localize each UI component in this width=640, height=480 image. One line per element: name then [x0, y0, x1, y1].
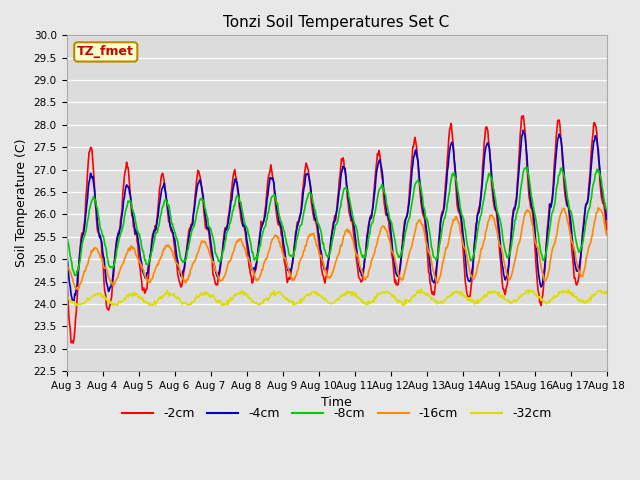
-8cm	[522, 164, 530, 170]
-16cm	[595, 205, 602, 211]
-2cm	[73, 297, 81, 302]
-2cm	[603, 227, 611, 233]
-32cm	[74, 303, 82, 309]
Line: -16cm: -16cm	[67, 208, 607, 289]
-16cm	[72, 286, 80, 292]
-16cm	[603, 232, 611, 238]
-4cm	[73, 283, 81, 288]
-4cm	[70, 299, 77, 304]
-8cm	[129, 207, 136, 213]
-32cm	[417, 286, 425, 292]
Title: Tonzi Soil Temperatures Set C: Tonzi Soil Temperatures Set C	[223, 15, 450, 30]
-4cm	[184, 243, 191, 249]
-16cm	[129, 246, 136, 252]
-4cm	[419, 204, 426, 210]
Line: -4cm: -4cm	[67, 131, 607, 301]
-2cm	[419, 210, 426, 216]
-32cm	[403, 298, 411, 303]
-4cm	[63, 248, 70, 253]
Y-axis label: Soil Temperature (C): Soil Temperature (C)	[15, 139, 28, 267]
Text: TZ_fmet: TZ_fmet	[77, 46, 134, 59]
-16cm	[212, 268, 220, 274]
X-axis label: Time: Time	[321, 396, 352, 409]
-32cm	[72, 302, 80, 308]
-2cm	[519, 113, 527, 119]
-32cm	[129, 290, 136, 296]
-16cm	[73, 287, 81, 292]
-4cm	[212, 270, 220, 276]
Line: -2cm: -2cm	[67, 116, 607, 343]
Line: -8cm: -8cm	[67, 167, 607, 276]
Legend: -2cm, -4cm, -8cm, -16cm, -32cm: -2cm, -4cm, -8cm, -16cm, -32cm	[116, 402, 556, 425]
Line: -32cm: -32cm	[67, 289, 607, 306]
-8cm	[603, 206, 611, 212]
-2cm	[70, 340, 77, 346]
-16cm	[403, 261, 411, 267]
-16cm	[63, 262, 70, 267]
-2cm	[129, 214, 136, 220]
-8cm	[212, 251, 220, 257]
-8cm	[403, 224, 411, 230]
-2cm	[184, 240, 191, 245]
-8cm	[63, 236, 70, 241]
-8cm	[419, 194, 426, 200]
-4cm	[519, 128, 527, 133]
-32cm	[63, 292, 70, 298]
-2cm	[212, 282, 220, 288]
-32cm	[603, 291, 611, 297]
-8cm	[184, 248, 191, 254]
-16cm	[184, 277, 191, 283]
-8cm	[73, 268, 81, 274]
-32cm	[419, 289, 427, 295]
-8cm	[71, 273, 79, 278]
-4cm	[603, 216, 611, 222]
-16cm	[419, 222, 426, 228]
-4cm	[129, 213, 136, 218]
-2cm	[63, 273, 70, 279]
-4cm	[403, 214, 411, 220]
-2cm	[403, 213, 411, 218]
-32cm	[212, 298, 220, 303]
-32cm	[184, 302, 191, 308]
